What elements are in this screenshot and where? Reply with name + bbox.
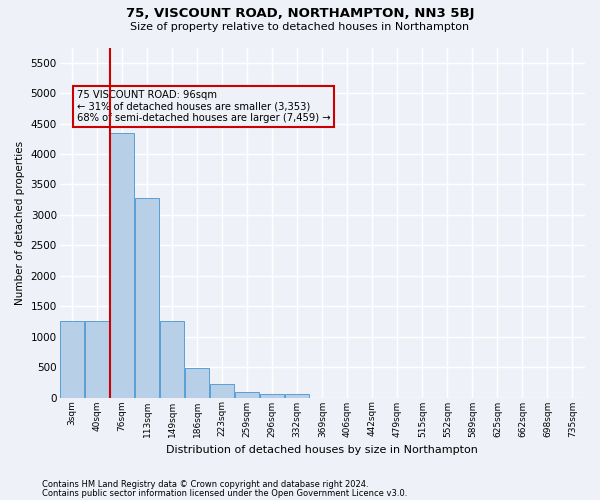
Bar	[286, 394, 309, 398]
Bar	[160, 321, 184, 398]
Text: Contains HM Land Registry data © Crown copyright and database right 2024.: Contains HM Land Registry data © Crown c…	[42, 480, 368, 489]
Bar	[60, 322, 84, 398]
Text: Contains public sector information licensed under the Open Government Licence v3: Contains public sector information licen…	[42, 488, 407, 498]
Y-axis label: Number of detached properties: Number of detached properties	[15, 140, 25, 304]
Text: Size of property relative to detached houses in Northampton: Size of property relative to detached ho…	[130, 22, 470, 32]
Bar	[185, 368, 209, 398]
Text: 75 VISCOUNT ROAD: 96sqm
← 31% of detached houses are smaller (3,353)
68% of semi: 75 VISCOUNT ROAD: 96sqm ← 31% of detache…	[77, 90, 330, 124]
Text: 75, VISCOUNT ROAD, NORTHAMPTON, NN3 5BJ: 75, VISCOUNT ROAD, NORTHAMPTON, NN3 5BJ	[126, 8, 474, 20]
Bar	[235, 392, 259, 398]
Bar	[211, 384, 234, 398]
Bar	[135, 198, 159, 398]
X-axis label: Distribution of detached houses by size in Northampton: Distribution of detached houses by size …	[166, 445, 478, 455]
Bar	[260, 394, 284, 398]
Bar	[85, 322, 109, 398]
Bar	[110, 132, 134, 398]
